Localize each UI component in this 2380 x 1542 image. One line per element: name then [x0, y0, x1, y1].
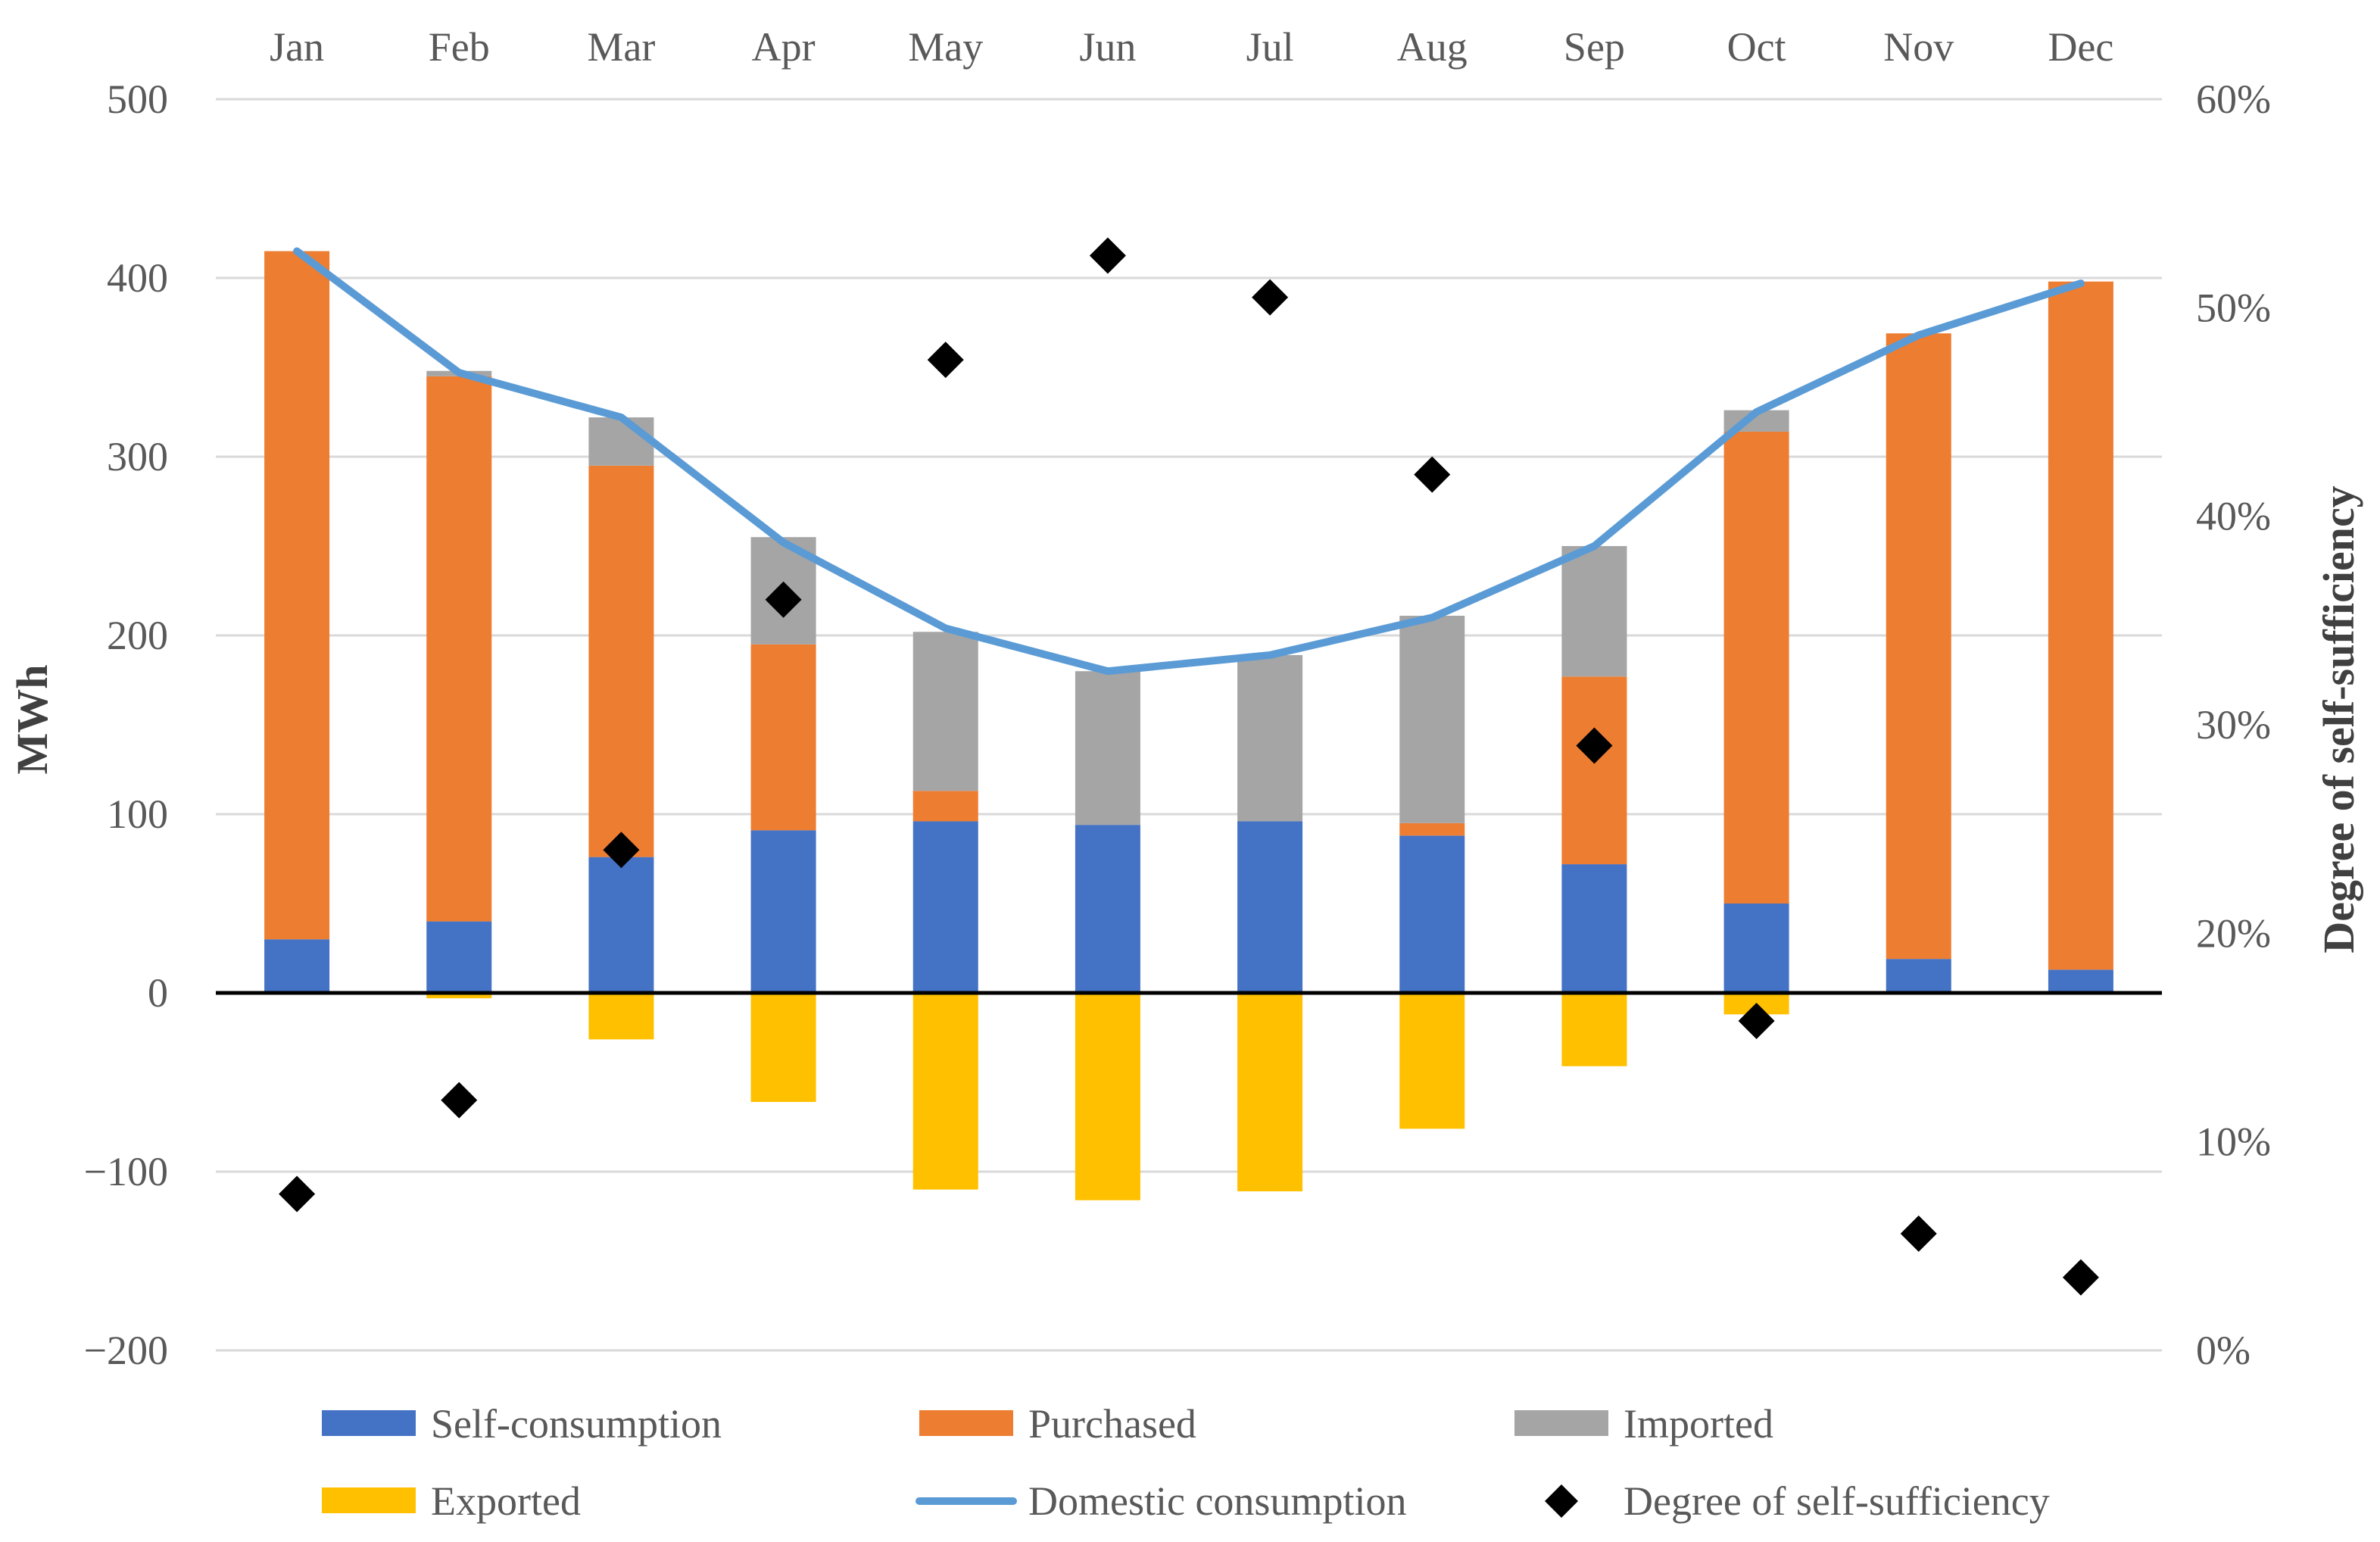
- y2-tick-label: 10%: [2196, 1119, 2271, 1165]
- legend-swatch-exported: [322, 1487, 416, 1513]
- y-tick-label: 0: [148, 970, 168, 1016]
- bar-imported-may: [912, 632, 978, 791]
- bar-self-consumption-dec: [2048, 969, 2113, 993]
- legend-label-purchased: Purchased: [1028, 1401, 1196, 1447]
- y2-tick-label: 50%: [2196, 285, 2271, 330]
- bar-exported-mar: [588, 993, 654, 1040]
- category-label: Jan: [270, 24, 324, 70]
- legend-label-domestic-consumption: Domestic consumption: [1028, 1478, 1406, 1524]
- marker-layer: [279, 237, 2099, 1296]
- bar-purchased-sep: [1561, 676, 1627, 865]
- marker-self-sufficiency-jun: [1089, 237, 1126, 274]
- legend-swatch-self-consumption: [322, 1410, 416, 1436]
- bar-self-consumption-jun: [1075, 825, 1140, 993]
- legend-label-exported: Exported: [431, 1478, 581, 1524]
- bar-imported-sep: [1561, 546, 1627, 677]
- bar-purchased-dec: [2048, 281, 2113, 970]
- bar-self-consumption-aug: [1399, 835, 1465, 993]
- marker-self-sufficiency-jul: [1252, 279, 1289, 316]
- category-label: Jun: [1079, 24, 1136, 70]
- bar-self-consumption-apr: [750, 830, 816, 993]
- bar-self-consumption-jul: [1237, 821, 1303, 993]
- bar-purchased-oct: [1723, 431, 1789, 904]
- bar-imported-mar: [588, 417, 654, 466]
- category-label: Apr: [752, 24, 816, 70]
- y2-tick-label: 30%: [2196, 702, 2271, 748]
- bar-self-consumption-nov: [1886, 959, 1951, 993]
- category-label: May: [908, 24, 983, 70]
- line-layer: [293, 247, 2085, 676]
- bar-purchased-jan: [264, 251, 330, 940]
- bar-exported-aug: [1399, 993, 1465, 1129]
- legend-swatch-imported: [1514, 1410, 1608, 1436]
- bar-purchased-apr: [750, 644, 816, 831]
- category-label: Dec: [2048, 24, 2113, 70]
- marker-self-sufficiency-apr: [765, 581, 802, 618]
- y-tick-label: 400: [107, 255, 168, 301]
- marker-self-sufficiency-feb: [441, 1082, 478, 1119]
- bar-self-consumption-sep: [1561, 864, 1627, 993]
- y2-tick-label: 20%: [2196, 910, 2271, 956]
- bar-exported-apr: [750, 993, 816, 1102]
- bar-purchased-may: [912, 791, 978, 822]
- y-axis-title: MWh: [8, 665, 57, 775]
- bar-self-consumption-jan: [264, 939, 330, 993]
- marker-self-sufficiency-jan: [279, 1175, 316, 1213]
- right-axis: 60% 50% 40% 30% 20% 10% 0%: [2196, 76, 2271, 1373]
- bar-exported-may: [912, 993, 978, 1190]
- line-domestic-consumption: [293, 247, 2085, 676]
- category-axis: Jan Feb Mar Apr May Jun Jul Aug Sep Oct Nov Dec: [270, 24, 2113, 70]
- gridlines: [216, 98, 2162, 1352]
- marker-self-sufficiency-mar: [603, 832, 640, 869]
- marker-self-sufficiency-aug: [1414, 456, 1451, 493]
- left-axis: 500 400 300 200 100 0 −100 −200: [84, 76, 168, 1373]
- category-label: Oct: [1727, 24, 1786, 70]
- category-label: Sep: [1564, 24, 1625, 70]
- bar-purchased-aug: [1399, 823, 1465, 836]
- marker-self-sufficiency-dec: [2062, 1259, 2099, 1296]
- bar-layer: [264, 251, 2113, 1200]
- y2-tick-label: 40%: [2196, 494, 2271, 539]
- legend-swatch-degree-of-self-sufficiency: [1545, 1484, 1578, 1518]
- y-tick-label: 100: [107, 791, 168, 837]
- legend: Self-consumption Purchased Imported Exporte…: [322, 1401, 2050, 1524]
- y2-axis-title: Degree of self-sufficiency: [2314, 485, 2363, 953]
- bar-purchased-mar: [588, 465, 654, 857]
- marker-self-sufficiency-nov: [1900, 1215, 1937, 1252]
- y2-tick-label: 0%: [2196, 1328, 2251, 1373]
- category-label: Feb: [429, 24, 490, 70]
- y-tick-label: −100: [84, 1149, 168, 1194]
- bar-exported-jun: [1075, 993, 1140, 1200]
- bar-exported-sep: [1561, 993, 1627, 1066]
- legend-swatch-purchased: [919, 1410, 1013, 1436]
- category-label: Mar: [587, 24, 655, 70]
- category-label: Jul: [1246, 24, 1294, 70]
- category-label: Aug: [1397, 24, 1468, 70]
- bar-imported-aug: [1399, 616, 1465, 823]
- marker-self-sufficiency-sep: [1576, 727, 1613, 764]
- bar-self-consumption-mar: [588, 857, 654, 993]
- marker-self-sufficiency-oct: [1738, 1002, 1775, 1039]
- bar-exported-feb: [426, 993, 492, 999]
- bar-self-consumption-may: [912, 821, 978, 993]
- y-tick-label: 500: [107, 76, 168, 122]
- bar-self-consumption-oct: [1723, 904, 1789, 993]
- legend-label-self-consumption: Self-consumption: [431, 1401, 722, 1447]
- y-tick-label: 200: [107, 613, 168, 658]
- category-label: Nov: [1883, 24, 1954, 70]
- y-tick-label: 300: [107, 434, 168, 479]
- marker-self-sufficiency-may: [927, 342, 964, 379]
- bar-purchased-nov: [1886, 333, 1951, 960]
- bar-exported-jul: [1237, 993, 1303, 1191]
- bar-imported-jul: [1237, 654, 1303, 822]
- bar-purchased-feb: [426, 376, 492, 922]
- y-tick-label: −200: [84, 1328, 168, 1373]
- y2-tick-label: 60%: [2196, 76, 2271, 122]
- bar-self-consumption-feb: [426, 921, 492, 993]
- legend-label-imported: Imported: [1624, 1401, 1773, 1447]
- legend-label-degree-of-self-sufficiency: Degree of self-sufficiency: [1624, 1478, 2050, 1524]
- bar-imported-jun: [1075, 671, 1140, 826]
